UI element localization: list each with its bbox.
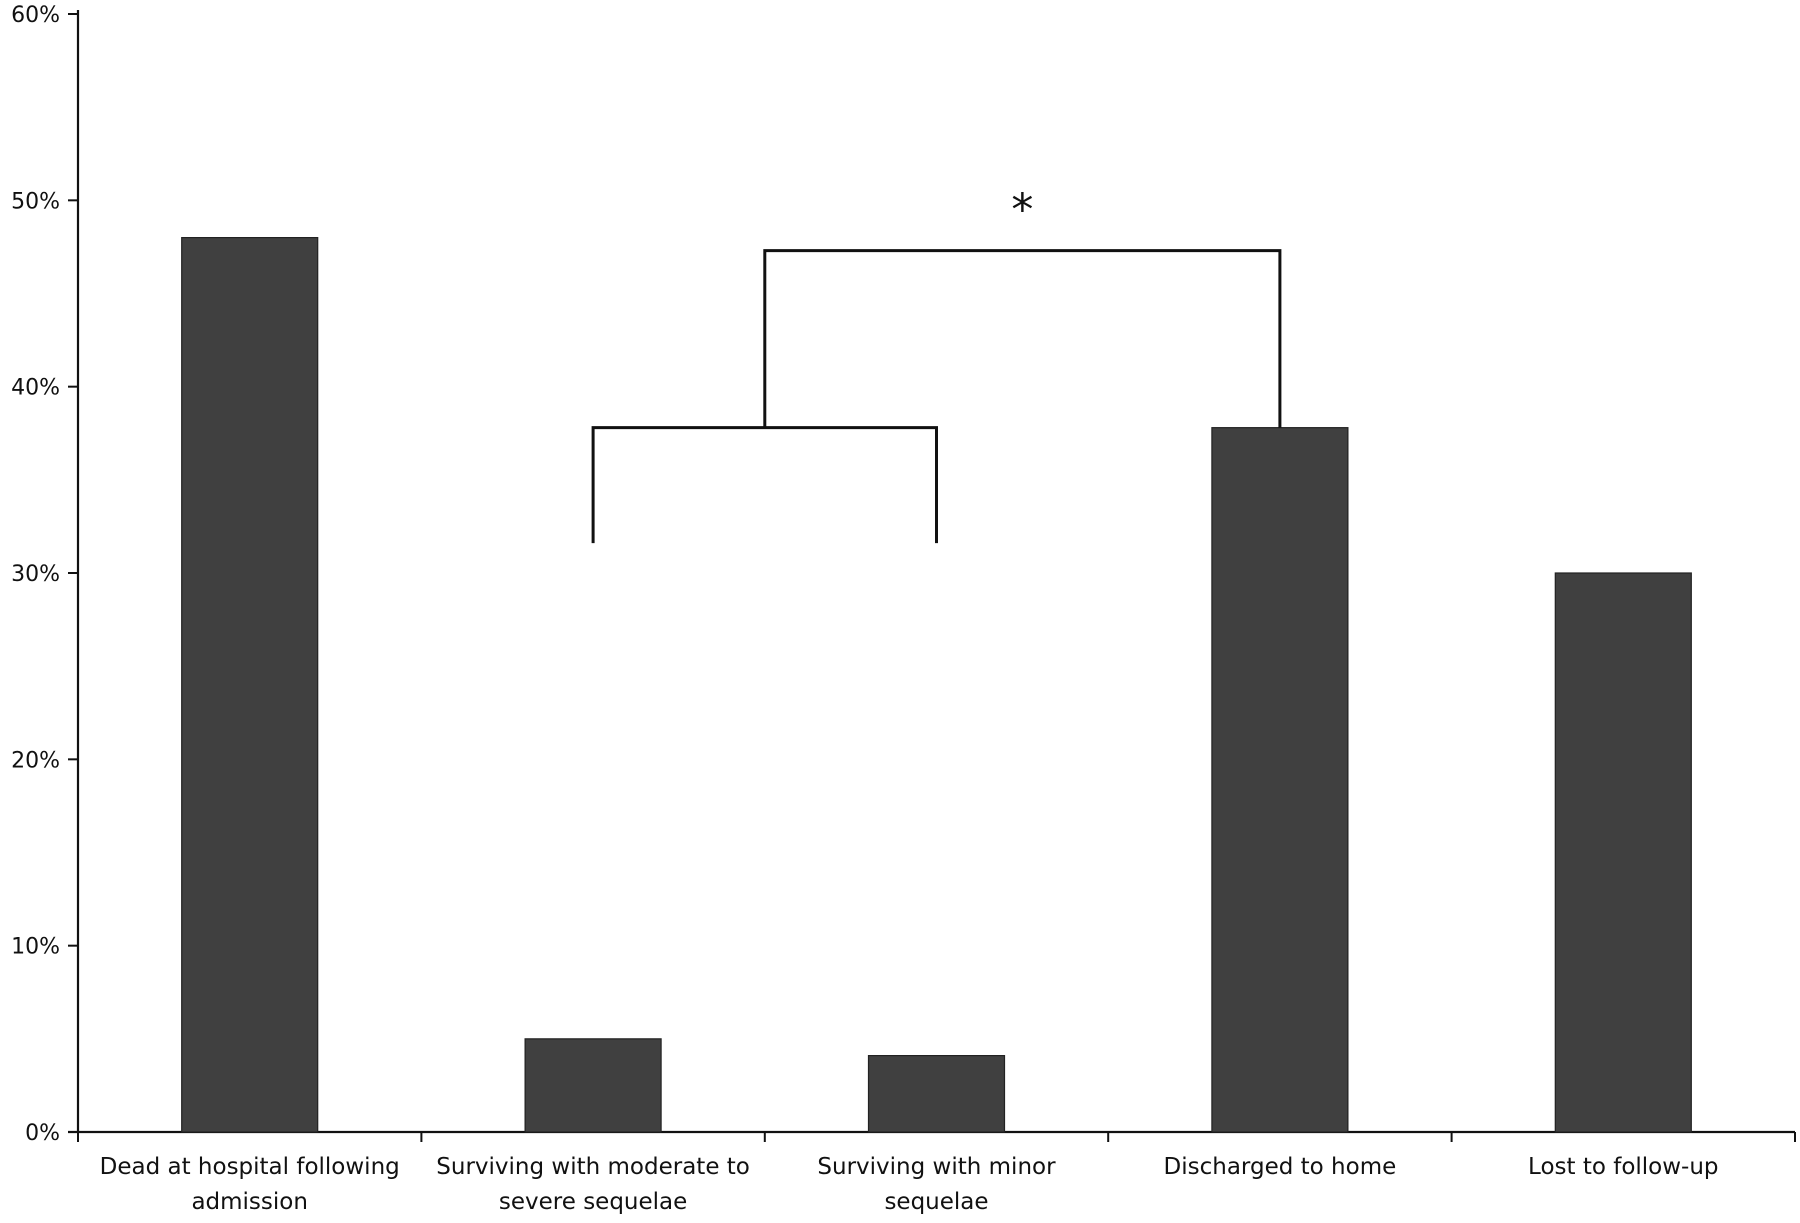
y-axis: 0% 10% 20% 30% 40% 50% 60% (11, 3, 80, 1146)
y-tick-label: 10% (11, 935, 60, 960)
bar (1554, 572, 1692, 1133)
x-axis: Dead at hospital following admission Survi… (68, 1130, 1796, 1215)
inner-bracket (591, 426, 938, 544)
y-tick-label: 0% (25, 1121, 60, 1146)
x-tick-label: Surviving with moderate to severe sequela… (436, 1154, 750, 1215)
bar (867, 1055, 1006, 1133)
outer-bracket (763, 249, 1282, 428)
bar (1211, 427, 1349, 1133)
y-tick-label: 50% (11, 189, 60, 214)
y-tick-label: 60% (11, 3, 60, 28)
y-tick-label: 20% (11, 748, 60, 773)
bar (524, 1038, 662, 1133)
y-tick-label: 30% (11, 562, 60, 587)
x-tick-label: Lost to follow-up (1528, 1154, 1719, 1180)
y-tick-label: 40% (11, 376, 60, 401)
significance-brackets (591, 249, 1282, 544)
x-tick-label: Dead at hospital following admission (100, 1154, 400, 1215)
significance-asterisk: * (1011, 185, 1033, 236)
x-tick-label: Discharged to home (1164, 1154, 1397, 1180)
bars (181, 237, 1692, 1133)
x-tick-label: Surviving with minor sequelae (817, 1154, 1056, 1215)
bar (181, 237, 319, 1133)
